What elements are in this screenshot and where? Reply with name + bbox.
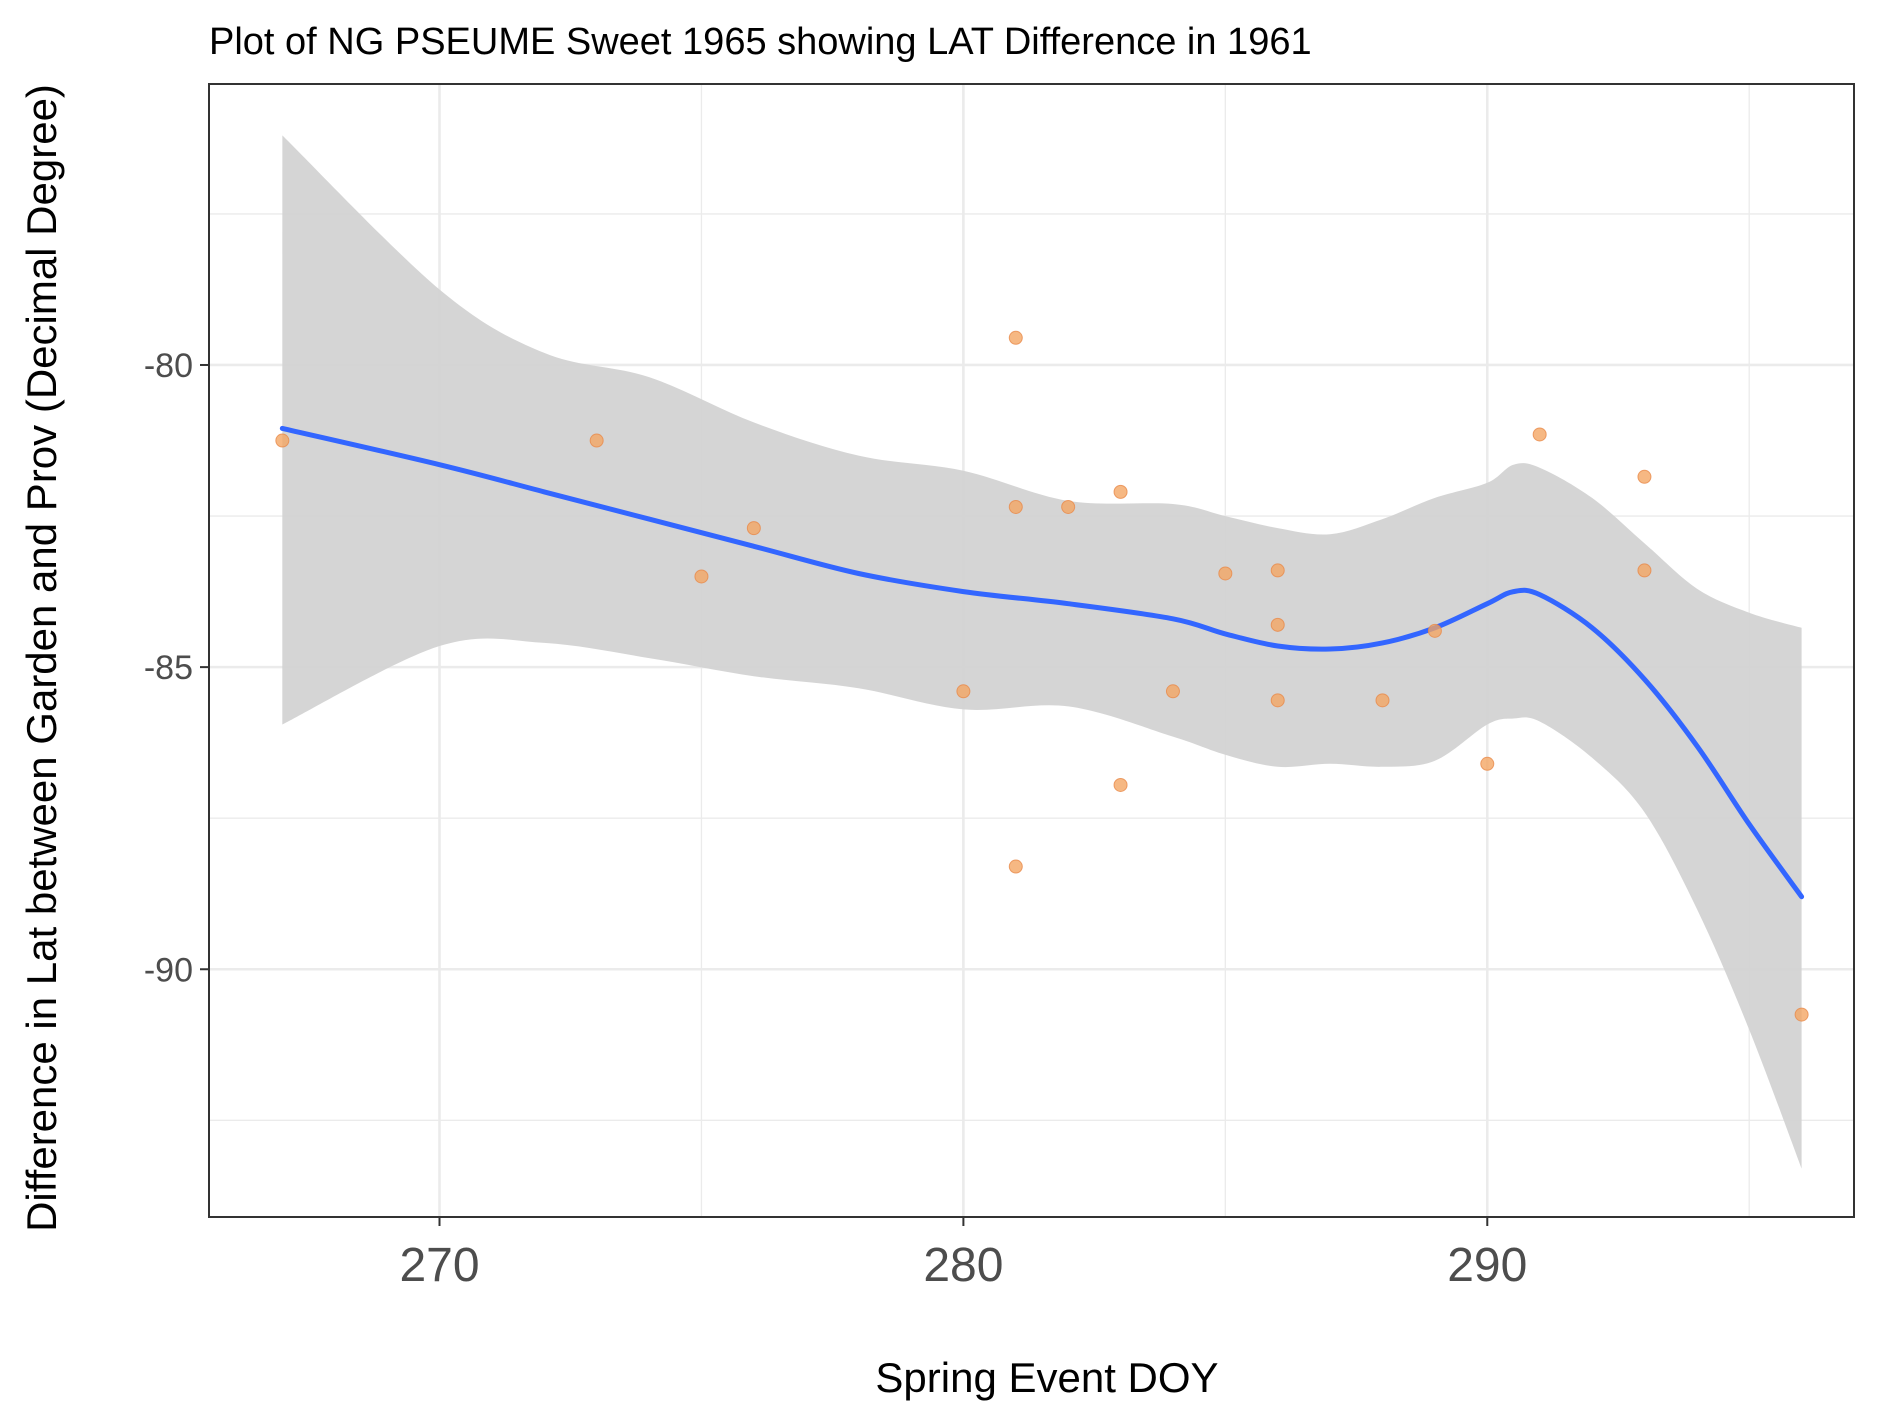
smooth-line bbox=[279, 425, 1805, 900]
data-point bbox=[694, 569, 709, 584]
data-point bbox=[1008, 859, 1023, 874]
data-point bbox=[1270, 617, 1285, 632]
y-tick-label: -80 bbox=[144, 347, 193, 385]
confidence-band bbox=[282, 135, 1802, 1169]
data-point bbox=[1637, 563, 1652, 578]
x-axis-ticks: 270 280 290 bbox=[399, 1217, 1527, 1292]
y-axis-ticks: -90 -85 -80 bbox=[144, 347, 209, 989]
data-point bbox=[1270, 693, 1285, 708]
x-tick-label: 270 bbox=[399, 1239, 479, 1292]
data-point bbox=[1008, 330, 1023, 345]
panel-border bbox=[208, 83, 1855, 1218]
panel-border-layer bbox=[208, 83, 1855, 1218]
y-tick-label: -90 bbox=[144, 951, 193, 989]
data-point bbox=[1427, 623, 1442, 638]
data-point bbox=[746, 521, 761, 536]
chart-title: Plot of NG PSEUME Sweet 1965 showing LAT… bbox=[209, 21, 1312, 63]
data-point bbox=[1218, 566, 1233, 581]
x-tick-label: 290 bbox=[1447, 1239, 1527, 1292]
y-axis-label: Difference in Lat between Garden and Pro… bbox=[18, 84, 65, 1232]
data-point bbox=[1794, 1007, 1809, 1022]
data-point bbox=[1375, 693, 1390, 708]
smooth-line-layer bbox=[279, 425, 1805, 900]
data-point bbox=[1061, 499, 1076, 514]
data-point bbox=[1165, 684, 1180, 699]
confidence-band-layer bbox=[282, 135, 1802, 1169]
data-points bbox=[275, 330, 1809, 1022]
data-point bbox=[1270, 563, 1285, 578]
data-point bbox=[1637, 469, 1652, 484]
x-tick-label: 280 bbox=[923, 1239, 1003, 1292]
data-point bbox=[1113, 777, 1128, 792]
data-point bbox=[1480, 756, 1495, 771]
data-point bbox=[1532, 427, 1547, 442]
data-point bbox=[589, 433, 604, 448]
data-point bbox=[275, 433, 290, 448]
data-point bbox=[1008, 499, 1023, 514]
data-point bbox=[1113, 484, 1128, 499]
x-axis-label: Spring Event DOY bbox=[875, 1354, 1218, 1401]
y-tick-label: -85 bbox=[144, 649, 193, 687]
data-point bbox=[956, 684, 971, 699]
